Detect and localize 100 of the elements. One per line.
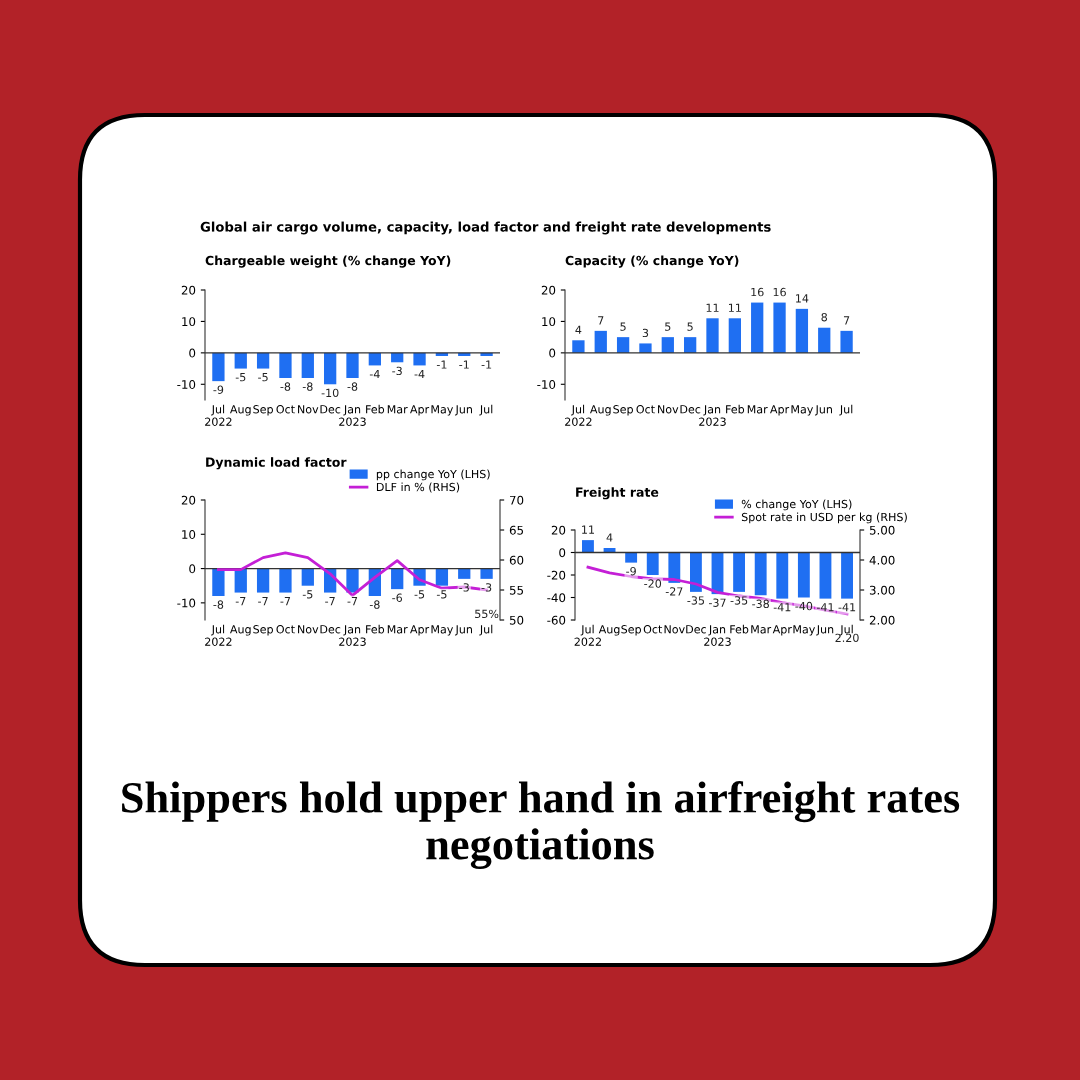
data-label: 5: [665, 322, 671, 331]
x-tick-label: Aug: [230, 405, 251, 416]
data-label: 5: [687, 322, 693, 331]
x-tick-label: Dec: [686, 625, 706, 634]
data-label: -5: [258, 373, 268, 382]
data-label: -3: [481, 583, 492, 592]
x-tick-label: Aug: [598, 625, 620, 636]
x-tick-label: Mar: [751, 625, 772, 634]
chart-title: Freight rate: [576, 487, 659, 500]
data-label: 55%: [475, 609, 499, 619]
data-label: -4: [414, 369, 425, 379]
data-label: 4: [575, 325, 582, 334]
legend-label: pp change YoY (LHS): [376, 469, 490, 481]
data-label: -10: [321, 388, 339, 398]
x-tick-label: Dec: [320, 405, 341, 414]
bar: [773, 302, 786, 353]
chart-title: Chargeable weight (% change YoY): [205, 255, 451, 268]
data-label: -20: [644, 579, 662, 588]
data-label: -38: [752, 599, 769, 609]
data-label: -4: [369, 369, 380, 379]
data-label: 5: [620, 322, 626, 331]
x-tick-label: Sep: [253, 625, 273, 636]
x-tick-label: Jun: [816, 625, 834, 636]
x-tick-label: Sep: [613, 405, 633, 416]
data-label: 3: [642, 328, 649, 338]
y-tick-label: -10: [177, 380, 196, 389]
bar: [684, 337, 697, 353]
data-label: 11: [706, 303, 719, 312]
bar: [646, 552, 659, 575]
data-label: -7: [347, 597, 358, 606]
x-tick-label: Jul: [839, 404, 853, 416]
legend-label: Spot rate in USD per kg (RHS): [741, 512, 907, 524]
data-label: 8: [821, 312, 828, 322]
data-label: -5: [235, 373, 246, 382]
x-tick-label: Feb: [730, 624, 749, 634]
bar: [661, 337, 674, 353]
data-label: -6: [392, 593, 403, 602]
data-label: -8: [369, 600, 380, 609]
bar: [797, 552, 810, 598]
y-tick-label: 20: [551, 525, 566, 535]
x-tick-label: Jan 2023: [339, 405, 366, 426]
x-tick-label: Apr: [410, 405, 430, 416]
x-tick-label: Feb: [366, 404, 385, 414]
x-tick-label: May: [431, 405, 454, 416]
y-tick-label: -20: [547, 570, 566, 580]
data-label: -5: [302, 590, 313, 599]
data-label: -35: [730, 596, 748, 605]
data-label: -7: [325, 597, 335, 606]
y-tick-label: 20: [181, 495, 196, 505]
x-tick-label: Mar: [747, 405, 768, 414]
y2-tick-label: 5.00: [869, 525, 895, 535]
data-label: 4: [606, 533, 613, 542]
data-label: 14: [796, 294, 809, 303]
y-tick-label: 10: [182, 530, 196, 539]
y-tick-label: 0: [559, 548, 566, 558]
y-tick-label: 10: [182, 317, 196, 327]
data-label: -41: [838, 603, 856, 612]
data-label: 7: [598, 316, 604, 325]
data-label: -9: [626, 566, 636, 576]
x-tick-label: Apr: [410, 625, 430, 636]
bar: [572, 340, 585, 353]
bar: [819, 552, 832, 599]
data-label: -8: [213, 600, 224, 609]
y-tick-label: 0: [189, 564, 196, 574]
data-label: 7: [843, 316, 850, 325]
y2-tick-label: 2.00: [869, 615, 895, 625]
y2-tick-label: 4.00: [869, 555, 895, 565]
data-label: -3: [392, 366, 402, 376]
text: Shippers hold upper hand in airfreight rates negotiations: [122, 781, 960, 869]
bar: [668, 552, 681, 583]
data-label: -1: [481, 360, 492, 369]
x-tick-label: Jun: [454, 625, 472, 636]
x-tick-label: Aug: [230, 625, 251, 636]
data-label: -35: [687, 596, 705, 605]
data-label: -37: [708, 598, 726, 607]
y2-tick-label: 55: [509, 585, 524, 595]
x-tick-label: Oct: [276, 405, 295, 414]
x-tick-label: Dec: [680, 405, 701, 414]
bar: [818, 327, 831, 353]
y-tick-label: 10: [542, 317, 556, 327]
data-label: -5: [436, 590, 447, 599]
data-label: -5: [414, 590, 425, 599]
bar: [582, 540, 594, 553]
x-tick-label: Dec: [320, 625, 341, 634]
data-label: 16: [773, 287, 786, 297]
x-tick-label: Feb: [366, 624, 385, 634]
data-label: -41: [816, 603, 834, 612]
x-tick-label: Oct: [276, 625, 295, 634]
text: Global air cargo volume, capacity, load factor and freight rate developments: [200, 221, 771, 235]
y-tick-label: -10: [177, 598, 196, 608]
x-tick-label: May: [793, 625, 816, 636]
y2-tick-label: 60: [509, 555, 524, 565]
data-label: -8: [302, 382, 313, 391]
data-label: 16: [751, 287, 764, 297]
bar: [689, 552, 702, 592]
x-tick-label: Jul: [479, 624, 493, 636]
y-tick-label: 20: [541, 285, 556, 295]
x-tick-label: Nov: [298, 405, 319, 414]
x-tick-label: Mar: [387, 405, 408, 414]
x-tick-label: Nov: [664, 625, 685, 634]
